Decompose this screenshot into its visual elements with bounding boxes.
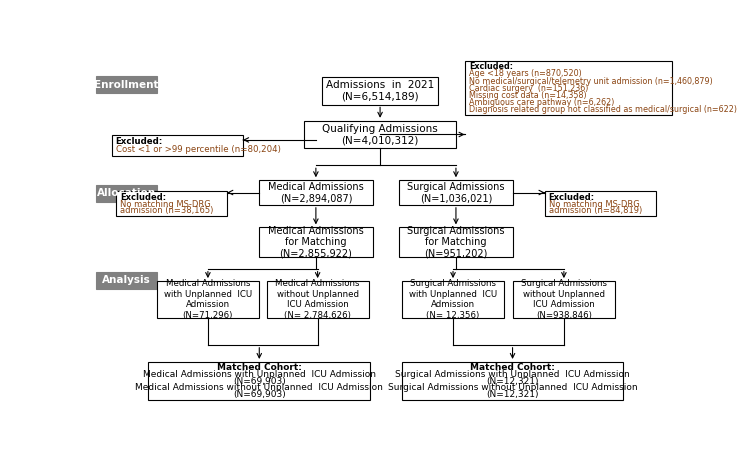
FancyBboxPatch shape <box>544 191 656 216</box>
Text: Analysis: Analysis <box>102 276 151 285</box>
Text: Qualifying Admissions
(N=4,010,312): Qualifying Admissions (N=4,010,312) <box>322 124 438 145</box>
Text: Surgical Admissions
for Matching
(N=951,202): Surgical Admissions for Matching (N=951,… <box>407 226 505 259</box>
Text: Medical Admissions
(N=2,894,087): Medical Admissions (N=2,894,087) <box>268 182 364 203</box>
FancyBboxPatch shape <box>96 272 157 289</box>
Text: (N=12,321): (N=12,321) <box>486 377 539 386</box>
Text: Surgical Admissions without Unplanned  ICU Admission: Surgical Admissions without Unplanned IC… <box>388 383 637 392</box>
Text: Surgical Admissions
without Unplanned
ICU Admission
(N=938,846): Surgical Admissions without Unplanned IC… <box>521 279 607 320</box>
FancyBboxPatch shape <box>304 121 456 148</box>
Text: Diagnosis related group not classified as medical/surgical (n=622): Diagnosis related group not classified a… <box>469 105 736 114</box>
Text: Admissions  in  2021
(N=6,514,189): Admissions in 2021 (N=6,514,189) <box>326 80 434 102</box>
Text: No matching MS-DRG: No matching MS-DRG <box>549 200 639 209</box>
FancyBboxPatch shape <box>259 180 373 205</box>
Text: No matching MS-DRG: No matching MS-DRG <box>120 200 211 209</box>
Text: admission (n=84,819): admission (n=84,819) <box>549 206 642 215</box>
Text: No medical/surgical/telemetry unit admission (n=1,460,879): No medical/surgical/telemetry unit admis… <box>469 76 712 86</box>
FancyBboxPatch shape <box>116 191 227 216</box>
FancyBboxPatch shape <box>513 281 615 318</box>
FancyBboxPatch shape <box>399 180 513 205</box>
Text: Matched Cohort:: Matched Cohort: <box>217 363 302 372</box>
FancyBboxPatch shape <box>111 135 243 156</box>
Text: Missing cost data (n=14,358): Missing cost data (n=14,358) <box>469 90 587 100</box>
Text: Surgical Admissions
with Unplanned  ICU
Admission
(N= 12,356): Surgical Admissions with Unplanned ICU A… <box>409 279 497 320</box>
Text: Excluded:: Excluded: <box>116 137 163 146</box>
Text: Surgical Admissions
(N=1,036,021): Surgical Admissions (N=1,036,021) <box>407 182 505 203</box>
Text: (N=69,903): (N=69,903) <box>233 390 285 399</box>
Text: Excluded:: Excluded: <box>120 193 166 202</box>
FancyBboxPatch shape <box>148 362 370 400</box>
FancyBboxPatch shape <box>401 362 623 400</box>
FancyBboxPatch shape <box>399 227 513 257</box>
Text: Medical Admissions with Unplanned  ICU Admission: Medical Admissions with Unplanned ICU Ad… <box>143 370 376 379</box>
Text: Medical Admissions
without Unplanned
ICU Admission
(N= 2,784,626): Medical Admissions without Unplanned ICU… <box>276 279 360 320</box>
Text: Medical Admissions
with Unplanned  ICU
Admission
(N=71,296): Medical Admissions with Unplanned ICU Ad… <box>164 279 252 320</box>
Text: Medical Admissions
for Matching
(N=2,855,922): Medical Admissions for Matching (N=2,855… <box>268 226 364 259</box>
Text: Age <18 years (n=870,520): Age <18 years (n=870,520) <box>469 70 581 79</box>
FancyBboxPatch shape <box>96 76 157 93</box>
FancyBboxPatch shape <box>157 281 259 318</box>
Text: (N=12,321): (N=12,321) <box>486 390 539 399</box>
Text: (N=69,903): (N=69,903) <box>233 377 285 386</box>
Text: Cardiac surgery  (n=151,236): Cardiac surgery (n=151,236) <box>469 83 588 93</box>
Text: Ambiguous care pathway (n=6,262): Ambiguous care pathway (n=6,262) <box>469 97 614 106</box>
Text: Cost <1 or >99 percentile (n=80,204): Cost <1 or >99 percentile (n=80,204) <box>116 146 281 154</box>
Text: Surgical Admissions with Unplanned  ICU Admission: Surgical Admissions with Unplanned ICU A… <box>395 370 630 379</box>
Text: Excluded:: Excluded: <box>469 63 513 72</box>
FancyBboxPatch shape <box>402 281 504 318</box>
Text: Enrollment: Enrollment <box>94 80 159 89</box>
FancyBboxPatch shape <box>267 281 369 318</box>
Text: Excluded:: Excluded: <box>549 193 595 202</box>
Text: Matched Cohort:: Matched Cohort: <box>470 363 555 372</box>
FancyBboxPatch shape <box>322 77 438 105</box>
Text: Medical Admissions without Unplanned  ICU Admission: Medical Admissions without Unplanned ICU… <box>136 383 383 392</box>
FancyBboxPatch shape <box>465 61 672 114</box>
Text: admission (n=38,165): admission (n=38,165) <box>120 206 214 215</box>
Text: Allocation: Allocation <box>97 188 156 198</box>
FancyBboxPatch shape <box>96 185 157 202</box>
FancyBboxPatch shape <box>259 227 373 257</box>
